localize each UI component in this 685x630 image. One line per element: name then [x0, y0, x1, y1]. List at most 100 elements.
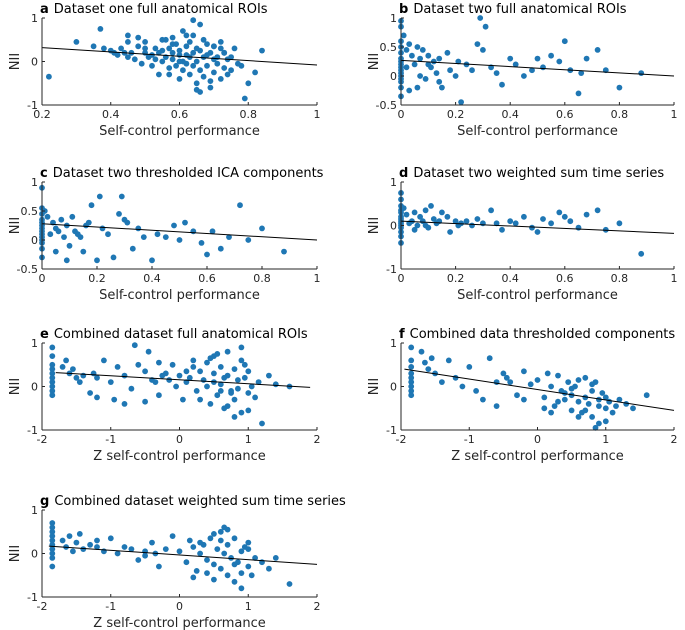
- fit-line: [48, 545, 318, 565]
- data-point: [190, 17, 197, 24]
- data-point: [162, 546, 169, 552]
- y-axis-label: NII: [8, 545, 23, 562]
- data-point: [183, 43, 190, 50]
- data-point: [403, 47, 410, 53]
- data-point: [118, 45, 124, 52]
- data-point: [52, 248, 59, 255]
- data-point: [217, 537, 224, 544]
- data-point: [49, 392, 56, 399]
- x-axis-label: Z self-control performance: [93, 449, 265, 464]
- x-tick-label: 0.6: [171, 108, 189, 121]
- data-point: [493, 403, 500, 409]
- data-point: [87, 541, 93, 548]
- data-point: [583, 211, 590, 218]
- data-point: [204, 41, 210, 47]
- data-point: [266, 565, 272, 572]
- data-point: [452, 218, 459, 225]
- data-point: [286, 581, 293, 587]
- data-point: [241, 374, 248, 381]
- data-point: [616, 220, 623, 227]
- data-point: [183, 32, 190, 39]
- x-tick-label: 0.6: [556, 272, 574, 285]
- data-point: [107, 379, 114, 385]
- data-point: [540, 216, 546, 222]
- data-point: [121, 372, 128, 379]
- fit-line: [41, 223, 318, 241]
- y-tick-label: 0: [31, 548, 38, 561]
- data-point: [245, 546, 252, 552]
- data-point: [221, 49, 228, 56]
- data-point: [204, 383, 210, 390]
- data-point: [140, 234, 147, 241]
- y-tick-label: 0: [390, 70, 397, 83]
- data-point: [55, 228, 62, 235]
- data-point: [190, 364, 197, 370]
- data-point: [162, 234, 169, 241]
- data-point: [228, 67, 235, 74]
- data-point: [245, 368, 252, 375]
- data-point: [575, 377, 582, 383]
- data-point: [193, 58, 200, 65]
- y-tick-label: 0: [390, 381, 397, 394]
- data-point: [406, 87, 413, 94]
- data-point: [166, 65, 173, 71]
- data-point: [217, 364, 224, 370]
- x-tick-label: 0.6: [198, 272, 216, 285]
- data-point: [211, 576, 217, 583]
- data-point: [169, 34, 176, 41]
- data-point: [231, 535, 238, 542]
- data-point: [204, 570, 210, 576]
- data-point: [585, 401, 592, 407]
- data-point: [458, 99, 464, 105]
- data-point: [197, 539, 204, 546]
- data-point: [198, 240, 205, 246]
- data-point: [83, 222, 89, 229]
- data-point: [455, 58, 462, 65]
- data-point: [190, 228, 197, 235]
- data-point: [417, 55, 423, 62]
- data-point: [149, 539, 155, 546]
- data-point: [565, 379, 572, 385]
- data-point: [135, 43, 142, 50]
- fit-line: [400, 59, 675, 77]
- data-point: [193, 388, 200, 394]
- panel-title-text: Dataset two weighted sum time series: [413, 166, 664, 181]
- data-point: [173, 62, 180, 69]
- data-point: [47, 231, 54, 238]
- data-point: [245, 390, 252, 396]
- data-point: [80, 248, 87, 255]
- data-point: [567, 218, 574, 225]
- data-point: [186, 39, 193, 45]
- data-point: [94, 544, 100, 550]
- data-point: [582, 394, 589, 401]
- data-point: [411, 209, 418, 216]
- data-point: [408, 379, 415, 385]
- data-point: [500, 370, 507, 377]
- data-point: [602, 418, 609, 425]
- panel-title-text: Combined data thresholded components: [410, 327, 676, 342]
- data-point: [183, 368, 190, 375]
- panel-title: d Dataset two weighted sum time series: [399, 166, 664, 181]
- x-tick-label: 0.8: [253, 272, 271, 285]
- data-point: [197, 550, 204, 557]
- x-tick-label: 1: [314, 108, 321, 121]
- x-axis-label: Self-control performance: [457, 124, 618, 139]
- data-point: [534, 377, 541, 383]
- data-point: [616, 396, 623, 403]
- data-point: [190, 544, 197, 550]
- data-point: [94, 394, 100, 401]
- data-point: [408, 357, 415, 364]
- data-point: [568, 407, 575, 414]
- data-point: [114, 364, 121, 370]
- data-point: [159, 36, 166, 43]
- panel-title: e Combined dataset full anatomical ROIs: [40, 327, 308, 342]
- data-point: [142, 552, 149, 559]
- data-point: [135, 557, 142, 563]
- x-axis-label: Self-control performance: [99, 288, 260, 303]
- panel-letter: e: [40, 327, 49, 342]
- panel-letter: g: [40, 494, 49, 509]
- y-tick-label: 1: [390, 176, 397, 189]
- data-point: [149, 62, 155, 69]
